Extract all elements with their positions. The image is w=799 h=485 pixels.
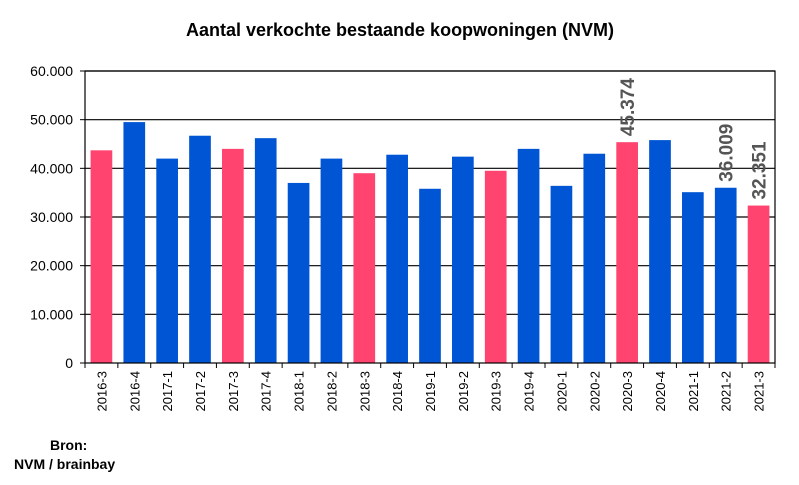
- bar-2020-4: [649, 140, 671, 363]
- x-tick-label: 2018-2: [324, 371, 339, 411]
- x-tick-label: 2016-4: [127, 371, 142, 411]
- bar-2018-4: [386, 154, 408, 363]
- bar-2017-2: [189, 135, 211, 363]
- y-tick-label: 50.000: [30, 112, 73, 128]
- bar-2019-4: [517, 148, 540, 363]
- data-label: 36.009: [717, 124, 738, 182]
- x-tick-label: 2019-4: [522, 371, 537, 411]
- bar-2017-1: [156, 158, 178, 363]
- x-tick-label: 2020-2: [587, 371, 602, 411]
- x-tick-label: 2018-4: [390, 371, 405, 411]
- x-tick-label: 2021-3: [752, 371, 767, 411]
- x-tick-labels: 2016-3 2016-4 2017-1 2017-2 2017-3 2017-4 2018…: [94, 371, 766, 411]
- bar-2018-3: [353, 173, 376, 363]
- bar-2021-2: [714, 187, 737, 363]
- x-tick-label: 2020-1: [554, 371, 569, 411]
- data-label: 45.374: [618, 78, 639, 137]
- x-tick-label: 2021-1: [686, 371, 701, 411]
- bar-2019-2: [452, 156, 474, 363]
- bar-2017-3: [222, 148, 244, 363]
- y-tick-label: 10.000: [30, 306, 73, 322]
- bar-2020-1: [550, 185, 573, 363]
- source-note: Bron: NVM / brainbay: [14, 436, 115, 474]
- x-tick-label: 2017-4: [259, 371, 274, 411]
- x-tick-label: 2018-3: [357, 371, 372, 411]
- bar-2019-3: [484, 170, 507, 363]
- x-tick-label: 2016-3: [94, 371, 109, 411]
- x-tick-label: 2019-2: [456, 371, 471, 411]
- x-tick-label: 2017-2: [193, 371, 208, 411]
- x-tick-label: 2019-3: [489, 371, 504, 411]
- y-tick-label: 0: [65, 355, 73, 371]
- bar-2018-2: [320, 158, 343, 363]
- source-label: Bron:: [50, 437, 88, 453]
- x-tick-label: 2020-4: [653, 371, 668, 411]
- bar-2020-2: [583, 153, 606, 363]
- x-tick-label: 2017-3: [226, 371, 241, 411]
- bar-2020-3: [616, 142, 638, 363]
- bar-2019-1: [419, 188, 441, 363]
- bar-2021-1: [682, 192, 704, 363]
- bar-2016-3: [90, 150, 113, 363]
- y-tick-label: 40.000: [30, 160, 73, 176]
- source-value: NVM / brainbay: [14, 456, 116, 472]
- axes: [80, 70, 776, 368]
- x-tick-label: 2018-1: [292, 371, 307, 411]
- data-labels: 45.374 36.009 32.351: [618, 78, 770, 200]
- data-label: 32.351: [750, 141, 771, 200]
- bar-2017-4: [254, 138, 277, 363]
- y-tick-label: 20.000: [30, 258, 73, 274]
- x-tick-label: 2021-2: [719, 371, 734, 411]
- bar-2021-3: [747, 205, 770, 363]
- x-tick-label: 2019-1: [423, 371, 438, 411]
- y-tick-labels: 0 10.000 20.000 30.000 40.000 50.000 60.000: [30, 63, 73, 371]
- bars: [90, 122, 770, 363]
- bar-2016-4: [123, 122, 146, 363]
- x-tick-label: 2020-3: [620, 371, 635, 411]
- chart-title: Aantal verkochte bestaande koopwoningen …: [186, 20, 614, 40]
- y-tick-label: 60.000: [30, 63, 73, 79]
- bar-2018-1: [287, 182, 310, 363]
- x-tick-label: 2017-1: [160, 371, 175, 411]
- y-tick-label: 30.000: [30, 209, 73, 225]
